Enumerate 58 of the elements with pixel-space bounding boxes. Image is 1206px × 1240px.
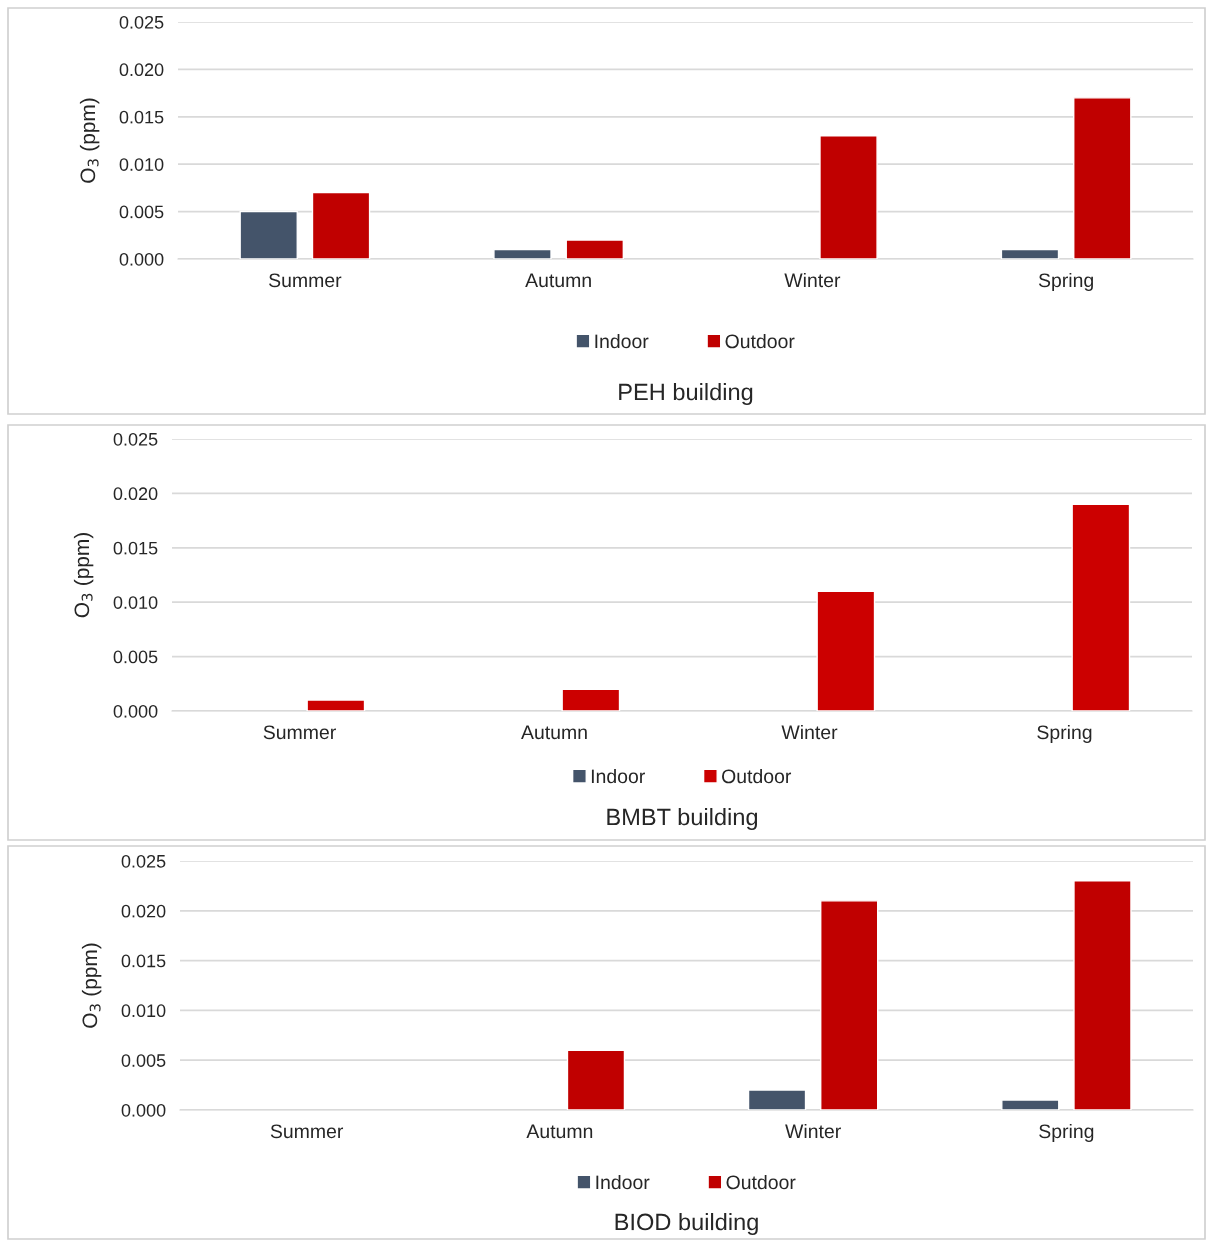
bar bbox=[239, 210, 298, 259]
x-tick-label: Winter bbox=[785, 1123, 841, 1139]
legend-label: Indoor bbox=[596, 1174, 650, 1190]
y-tick-label: 0.020 bbox=[119, 63, 164, 77]
legend-label: Indoor bbox=[591, 768, 645, 784]
y-tick-label: 0.020 bbox=[113, 487, 158, 501]
bar bbox=[1071, 503, 1131, 711]
x-tick-label: Autumn bbox=[521, 725, 587, 740]
y-tick-label: 0.000 bbox=[121, 1103, 166, 1117]
y-tick-label: 0.015 bbox=[119, 110, 164, 124]
text: BIOD building bbox=[615, 1212, 758, 1236]
bar bbox=[1073, 97, 1132, 259]
bar bbox=[816, 590, 876, 711]
bar bbox=[311, 191, 371, 259]
y-tick-label: 0.010 bbox=[119, 158, 164, 171]
bar bbox=[1000, 248, 1060, 259]
y-tick-label: 0.005 bbox=[113, 650, 158, 664]
bar bbox=[747, 1089, 807, 1110]
x-tick-label: Spring bbox=[1039, 1123, 1094, 1143]
bar bbox=[306, 699, 366, 711]
x-tick-label: Winter bbox=[781, 724, 838, 740]
x-tick-label: Summer bbox=[269, 273, 342, 288]
x-tick-label: Summer bbox=[263, 725, 336, 740]
y-tick-label: 0.005 bbox=[121, 1054, 166, 1067]
y-axis-title: O$_{3}$ (ppm) bbox=[81, 943, 102, 1028]
text: BMBT building bbox=[607, 807, 758, 831]
x-tick-label: Spring bbox=[1038, 272, 1093, 292]
y-tick-label: 0.010 bbox=[113, 596, 158, 609]
x-tick-label: Summer bbox=[270, 1124, 344, 1139]
legend-label: Indoor bbox=[595, 333, 649, 349]
bar bbox=[561, 688, 621, 711]
legend-label: Outdoor bbox=[726, 1174, 796, 1190]
y-tick-label: 0.010 bbox=[121, 1004, 166, 1018]
y-tick-label: 0.025 bbox=[119, 15, 164, 29]
y-tick-label: 0.020 bbox=[121, 904, 166, 918]
y-tick-label: 0.015 bbox=[113, 541, 158, 555]
x-tick-label: Winter bbox=[784, 272, 841, 288]
bar bbox=[819, 135, 878, 259]
legend-label: Outdoor bbox=[725, 333, 795, 349]
x-tick-label: Spring bbox=[1037, 724, 1092, 744]
y-tick-label: 0.015 bbox=[121, 954, 166, 968]
text: PEH building bbox=[619, 382, 753, 405]
bar bbox=[820, 900, 879, 1110]
y-tick-label: 0.025 bbox=[121, 854, 166, 868]
y-tick-label: 0.025 bbox=[113, 432, 158, 446]
y-tick-label: 0.000 bbox=[113, 704, 158, 718]
legend-label: Outdoor bbox=[722, 768, 792, 784]
y-axis-title: O$_{3}$ (ppm) bbox=[73, 533, 94, 618]
bar bbox=[565, 239, 625, 259]
y-tick-label: 0.000 bbox=[119, 252, 164, 266]
bar bbox=[1073, 880, 1132, 1110]
bar bbox=[1001, 1099, 1060, 1110]
x-tick-label: Autumn bbox=[525, 273, 591, 288]
y-tick-label: 0.005 bbox=[119, 205, 164, 219]
x-tick-label: Autumn bbox=[526, 1124, 593, 1139]
bar bbox=[493, 248, 552, 259]
y-axis-title: O$_{3}$ (ppm) bbox=[79, 98, 100, 183]
bar bbox=[566, 1049, 626, 1110]
